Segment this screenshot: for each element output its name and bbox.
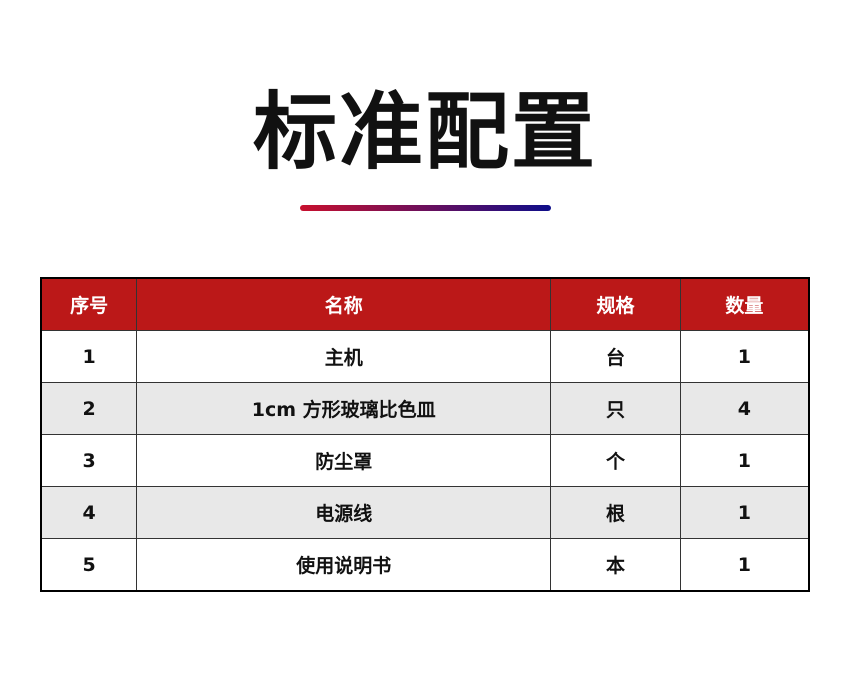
cell-unit: 本 [550,538,681,592]
table-row: 4 电源线根 1 [40,486,810,539]
cell-quantity: 1 [679,434,810,487]
cell-quantity: 1 [679,538,810,592]
table-row: 1 主机台 1 [40,330,810,383]
table-row: 3 防尘罩个 1 [40,434,810,487]
cell-unit: 根 [550,486,681,539]
cell-name: 电源线 [136,486,552,539]
header-index: 序号 [40,277,138,331]
config-table: 序号 名称 规格 数量 1 主机台 1 2 1cm 方形玻璃比色皿只 4 3 防尘罩个 1 4 电源… [40,277,810,592]
header-unit: 规格 [550,277,681,331]
header-quantity: 数量 [679,277,810,331]
table-row: 2 1cm 方形玻璃比色皿只 4 [40,382,810,435]
cell-index: 1 [40,330,138,383]
cell-unit: 台 [550,330,681,383]
cell-index: 2 [40,382,138,435]
table-header-row: 序号 名称 规格 数量 [40,277,810,331]
cell-unit: 只 [550,382,681,435]
header-name: 名称 [136,277,552,331]
cell-name: 1cm 方形玻璃比色皿 [136,382,552,435]
table-row: 5 使用说明书本 1 [40,538,810,592]
cell-name: 使用说明书 [136,538,552,592]
cell-index: 5 [40,538,138,592]
cell-index: 3 [40,434,138,487]
cell-quantity: 1 [679,486,810,539]
title-underline [300,205,551,211]
cell-unit: 个 [550,434,681,487]
cell-name: 防尘罩 [136,434,552,487]
cell-index: 4 [40,486,138,539]
cell-name: 主机 [136,330,552,383]
cell-quantity: 4 [679,382,810,435]
cell-quantity: 1 [679,330,810,383]
page-title: 标准配置 [252,83,597,181]
